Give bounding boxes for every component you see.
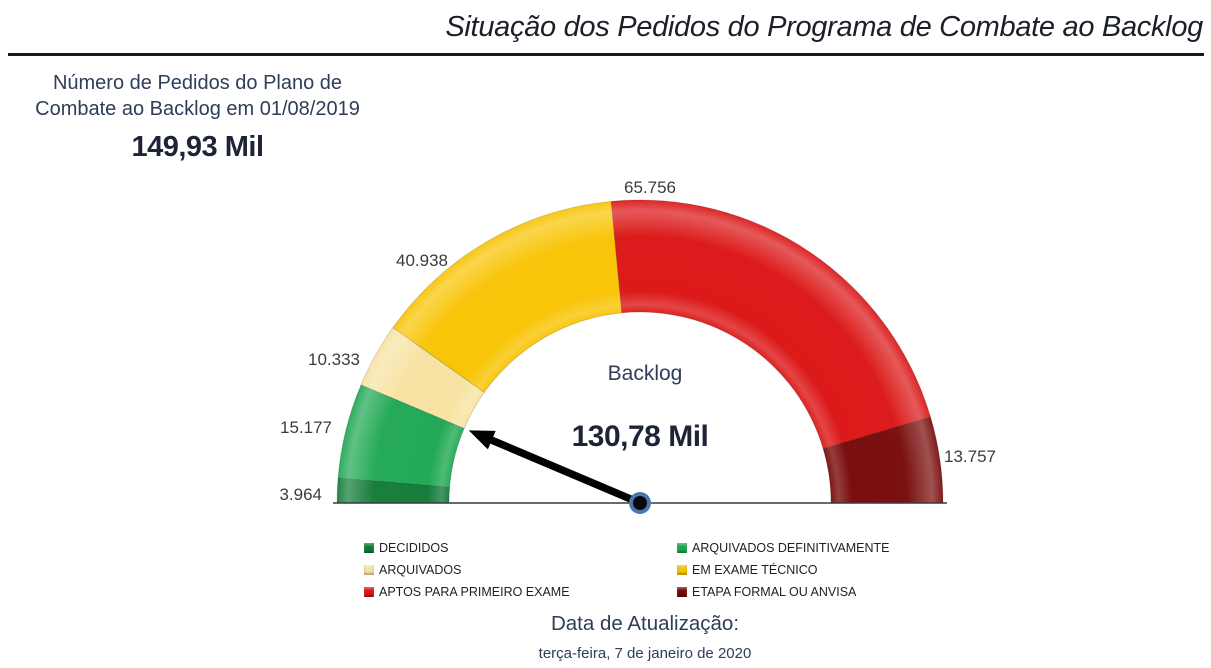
legend-item-label: ARQUIVADOS DEFINITIVAMENTE <box>692 541 890 555</box>
page-title: Situação dos Pedidos do Programa de Comb… <box>445 11 1203 43</box>
gauge-segment-4[interactable] <box>610 199 931 450</box>
gauge-segment-label-3: 40.938 <box>396 251 448 270</box>
gauge-segment-label-4: 65.756 <box>624 178 676 197</box>
update-date-value: terça-feira, 7 de janeiro de 2020 <box>538 645 752 662</box>
legend-swatch-icon <box>364 543 374 553</box>
gauge-pivot-dot <box>633 496 647 510</box>
legend-item-aptos-para-primeiro-exame[interactable]: APTOS PARA PRIMEIRO EXAME <box>364 581 677 603</box>
legend: DECIDIDOS ARQUIVADOS DEFINITIVAMENTE ARQ… <box>364 537 889 603</box>
legend-item-label: ARQUIVADOS <box>379 563 462 577</box>
card-title-line2: Combate ao Backlog em 01/08/2019 <box>35 98 360 120</box>
legend-swatch-icon <box>364 587 374 597</box>
legend-swatch-icon <box>364 565 374 575</box>
legend-item-label: EM EXAME TÉCNICO <box>692 563 818 577</box>
gauge-segment-label-1: 15.177 <box>280 418 332 437</box>
legend-item-label: ETAPA FORMAL OU ANVISA <box>692 585 857 599</box>
legend-item-etapa-formal-ou-anvisa[interactable]: ETAPA FORMAL OU ANVISA <box>677 581 889 603</box>
update-date-label: Data de Atualização: <box>550 612 740 635</box>
gauge-segment-label-5: 13.757 <box>944 447 996 466</box>
legend-item-arquivados-definitivamente[interactable]: ARQUIVADOS DEFINITIVAMENTE <box>677 537 889 559</box>
legend-item-arquivados[interactable]: ARQUIVADOS <box>364 559 677 581</box>
card-pedidos-plano: Número de Pedidos do Plano de Combate ao… <box>15 70 380 164</box>
card-title: Número de Pedidos do Plano de Combate ao… <box>15 70 380 122</box>
legend-item-decididos[interactable]: DECIDIDOS <box>364 537 677 559</box>
gauge-segment-label-0: 3.964 <box>279 485 322 504</box>
gauge-segments-group: 3.964 15.177 10.333 40.938 65.756 13.757 <box>279 178 996 514</box>
gauge-center-label: Backlog <box>607 362 683 385</box>
legend-swatch-icon <box>677 587 687 597</box>
gauge-segment-label-2: 10.333 <box>308 350 360 369</box>
legend-swatch-icon <box>677 565 687 575</box>
legend-item-label: DECIDIDOS <box>379 541 449 555</box>
card-title-line1: Número de Pedidos do Plano de <box>52 72 343 94</box>
gauge-center-value: 130,78 Mil <box>571 420 709 453</box>
legend-swatch-icon <box>677 543 687 553</box>
card-value: 149,93 Mil <box>131 131 264 163</box>
legend-item-label: APTOS PARA PRIMEIRO EXAME <box>379 585 570 599</box>
gauge-needle-arrowhead-icon <box>468 430 496 450</box>
title-rule <box>8 53 1204 56</box>
gauge-needle <box>488 436 644 507</box>
legend-item-em-exame-tecnico[interactable]: EM EXAME TÉCNICO <box>677 559 889 581</box>
